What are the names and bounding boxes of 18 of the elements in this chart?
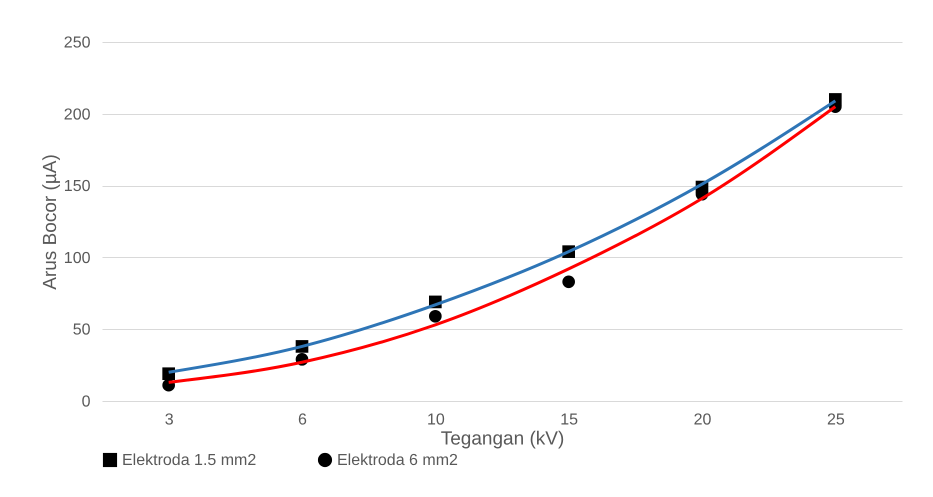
x-tick-label: 25: [826, 412, 845, 428]
y-tick-label: 0: [82, 394, 91, 410]
point: [562, 276, 575, 288]
y-tick-label: 200: [64, 106, 91, 124]
y-tick-label: 50: [72, 322, 91, 339]
x-axis-title: Tegangan (kV): [440, 428, 564, 450]
x-tick-label: 10: [426, 412, 445, 428]
x-tick-label: 6: [298, 412, 308, 428]
x-tick-label: 15: [560, 412, 578, 428]
x-tick-label: 3: [164, 412, 174, 428]
y-tick-label: 150: [64, 178, 91, 196]
y-axis-title: Arus Bocor (µA): [40, 154, 61, 290]
legend-label: Elektroda 1.5 mm2: [122, 452, 256, 469]
y-tick-label: 100: [64, 250, 91, 267]
y-tick-label: 250: [64, 34, 91, 52]
x-tick-label: 20: [694, 412, 712, 428]
point: [429, 310, 442, 323]
legend-label: Elektroda 6 mm2: [337, 452, 458, 469]
